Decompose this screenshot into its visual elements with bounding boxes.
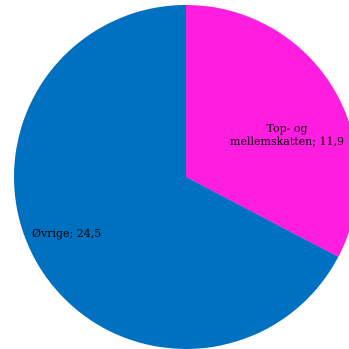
- slice-label-0-line-1: mellemskatten; 11,9: [230, 135, 344, 148]
- slice-label-1: Øvrige; 24,5: [32, 227, 101, 240]
- pie-slice-1: [14, 4, 339, 349]
- slice-label-0-line-0: Top- og: [266, 122, 307, 135]
- pie-slice-0: [186, 5, 349, 257]
- slices-layer: [14, 4, 349, 349]
- slice-label-1-line-0: Øvrige; 24,5: [32, 227, 101, 240]
- labels-layer: Top- og mellemskatten; 11,9 Øvrige; 24,5: [32, 122, 344, 240]
- slice-label-0: Top- og mellemskatten; 11,9: [230, 122, 344, 148]
